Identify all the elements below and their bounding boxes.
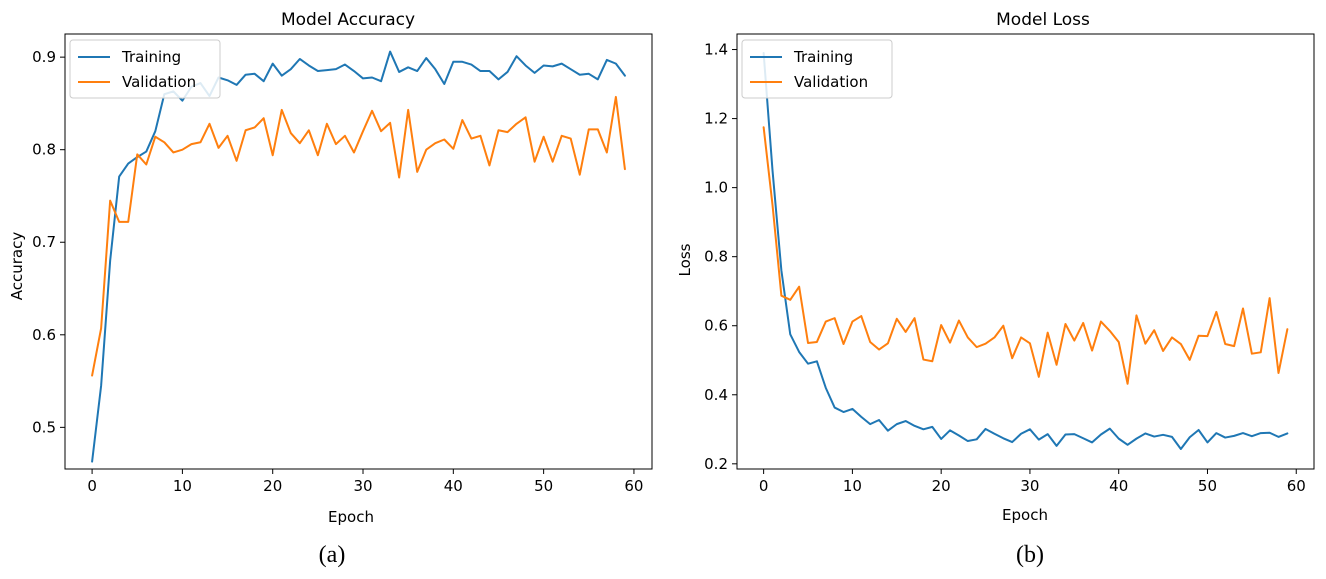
legend-label-training: Training — [121, 48, 181, 66]
y-tick-label: 0.2 — [704, 455, 728, 473]
legend-box — [741, 39, 893, 99]
subfigure-caption: (a) — [319, 542, 346, 568]
legend: Training Validation — [69, 39, 221, 99]
x-axis-label: Epoch — [1002, 506, 1048, 524]
x-tick-label: 0 — [87, 477, 97, 495]
y-axis-ticks: 0.2 0.4 0.6 0.8 1.0 1.2 1.4 — [704, 41, 737, 473]
x-tick-label: 60 — [624, 477, 643, 495]
legend: Training Validation — [741, 39, 893, 99]
x-axis-label: Epoch — [328, 508, 374, 526]
y-tick-label: 0.9 — [32, 48, 56, 66]
chart-title: Model Accuracy — [281, 10, 415, 30]
y-tick-label: 1.2 — [704, 110, 728, 128]
y-tick-label: 0.4 — [704, 386, 728, 404]
y-axis-ticks: 0.5 0.6 0.7 0.8 0.9 — [32, 48, 65, 436]
x-tick-label: 50 — [534, 477, 553, 495]
y-tick-label: 0.5 — [32, 418, 56, 436]
x-tick-label: 30 — [1020, 477, 1039, 495]
x-tick-label: 60 — [1287, 477, 1306, 495]
series-line-training — [91, 50, 626, 463]
x-tick-label: 40 — [1109, 477, 1128, 495]
series-layer — [762, 51, 1289, 450]
x-tick-label: 20 — [263, 477, 282, 495]
x-tick-label: 0 — [759, 477, 769, 495]
y-tick-label: 0.8 — [32, 141, 56, 159]
legend-box — [69, 39, 221, 99]
plot-frame — [64, 33, 653, 470]
y-tick-label: 1.4 — [704, 41, 728, 59]
series-layer — [91, 50, 626, 463]
x-axis-ticks: 0 10 20 30 40 50 60 — [759, 469, 1306, 495]
subfigure-caption: (b) — [1016, 542, 1044, 568]
legend-label-validation: Validation — [794, 73, 868, 91]
y-tick-label: 0.7 — [32, 233, 56, 251]
x-axis-ticks: 0 10 20 30 40 50 60 — [87, 469, 643, 495]
x-tick-label: 40 — [444, 477, 463, 495]
x-tick-label: 10 — [843, 477, 862, 495]
accuracy-chart: Model Accuracy 0 10 20 30 40 50 60 0.50.60.70.… — [8, 10, 653, 568]
series-line-validation — [762, 126, 1289, 385]
y-axis-label: Loss — [676, 243, 694, 276]
x-tick-label: 20 — [932, 477, 951, 495]
loss-chart: Model Loss 0 10 20 30 40 50 60 0.2 0.4 0.6 0.8 1.0… — [676, 10, 1315, 568]
plot-frame — [736, 33, 1315, 470]
y-tick-label: 0.8 — [704, 248, 728, 266]
series-line-training — [762, 51, 1289, 450]
chart-title: Model Loss — [996, 10, 1090, 30]
y-tick-label: 0.6 — [704, 317, 728, 335]
legend-label-validation: Validation — [122, 73, 196, 91]
y-tick-label: 0.6 — [32, 326, 56, 344]
y-tick-label: 1.0 — [704, 179, 728, 197]
legend-label-training: Training — [793, 48, 853, 66]
series-line-validation — [91, 95, 626, 377]
y-axis-label: Accuracy — [8, 232, 26, 301]
x-tick-label: 50 — [1198, 477, 1217, 495]
x-tick-label: 30 — [353, 477, 372, 495]
x-tick-label: 10 — [173, 477, 192, 495]
